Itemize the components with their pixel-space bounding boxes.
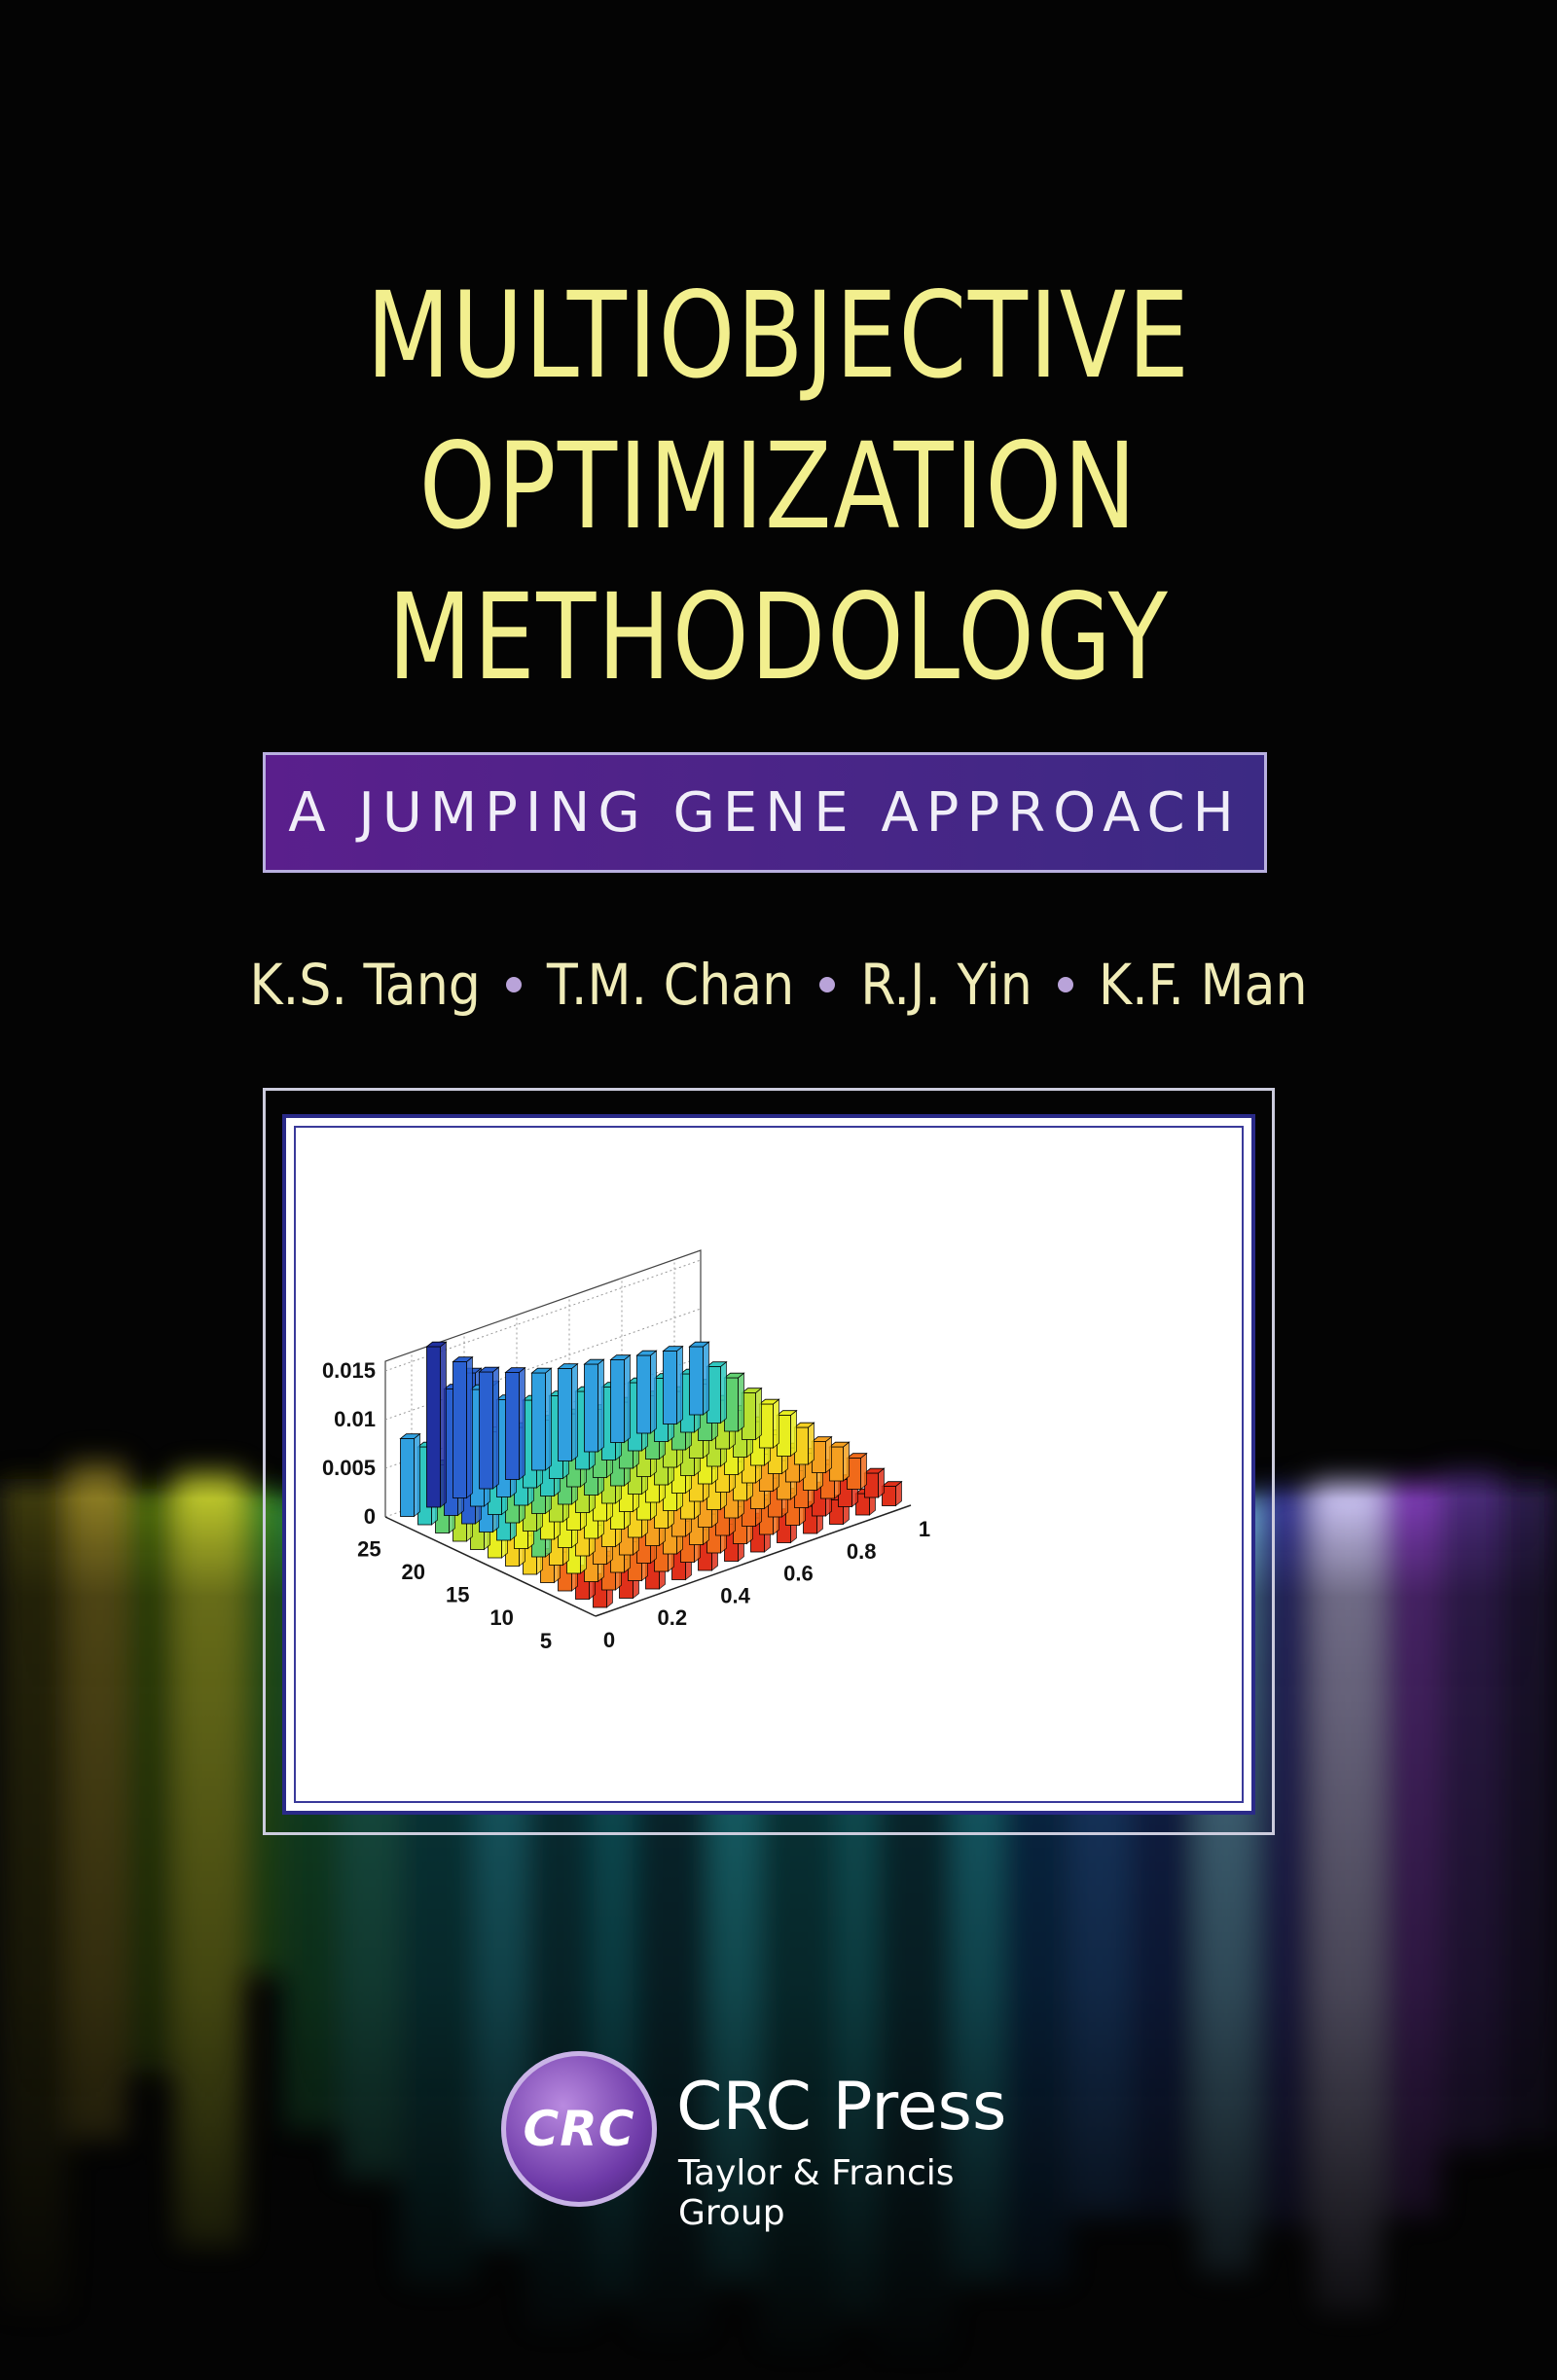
gridline xyxy=(384,1259,702,1372)
bar-top xyxy=(504,1367,526,1373)
bar-side xyxy=(703,1341,709,1416)
publisher-name: CRC Press xyxy=(676,2069,1007,2146)
bar-top xyxy=(741,1388,763,1393)
author-4: K.F. Man xyxy=(1098,952,1308,1018)
bar xyxy=(531,1372,546,1471)
back-wall-frame xyxy=(384,1249,702,1517)
bar-top xyxy=(846,1453,868,1459)
x-tick-label: 20 xyxy=(402,1560,425,1584)
bar-side xyxy=(790,1409,797,1458)
bar-top xyxy=(688,1341,710,1348)
y-axis-line xyxy=(595,1504,912,1617)
bar xyxy=(663,1351,677,1424)
bar xyxy=(636,1354,651,1434)
bar-top xyxy=(452,1356,474,1362)
bar-top xyxy=(583,1358,605,1365)
z-tick-label: 0.01 xyxy=(334,1407,376,1431)
bar xyxy=(400,1438,415,1517)
x-axis-line xyxy=(384,1516,597,1617)
bullet-icon xyxy=(505,977,522,992)
bar-top xyxy=(776,1410,798,1416)
bar-side xyxy=(571,1362,578,1462)
bullet-icon xyxy=(819,977,836,992)
title-line-1: MULTIOBJECTIVE xyxy=(366,267,1191,405)
subtitle-banner: A JUMPING GENE APPROACH xyxy=(263,752,1267,873)
z-tick-label: 0.005 xyxy=(322,1456,376,1480)
figure-panel: 0 0.005 0.01 0.015 25 20 15 10 5 0 0.2 0.4 0.6 0.8 1 xyxy=(282,1114,1255,1815)
bar xyxy=(689,1346,704,1416)
bar-side xyxy=(492,1366,499,1490)
subtitle: A JUMPING GENE APPROACH xyxy=(288,780,1242,845)
bar-top xyxy=(723,1372,745,1379)
bar-top xyxy=(399,1433,421,1439)
bar-side xyxy=(720,1360,727,1424)
bar3d-chart: 0 0.005 0.01 0.015 25 20 15 10 5 0 0.2 0.4 0.6 0.8 1 xyxy=(322,1249,930,1653)
bar-side xyxy=(773,1398,779,1449)
bar-side xyxy=(808,1422,815,1465)
bar-top xyxy=(758,1398,780,1405)
figure-outer-frame xyxy=(263,1088,1275,1835)
bar-top xyxy=(530,1367,553,1374)
bar-top xyxy=(662,1346,684,1352)
bar xyxy=(558,1368,572,1461)
bullet-icon xyxy=(1057,977,1073,992)
bar-side xyxy=(860,1452,867,1491)
author-2: T.M. Chan xyxy=(546,952,795,1018)
title-line-2: OPTIMIZATION xyxy=(418,417,1139,556)
bar-top xyxy=(557,1363,579,1369)
x-tick-label: 5 xyxy=(540,1629,552,1653)
bar xyxy=(479,1371,493,1490)
y-tick-label: 0.4 xyxy=(720,1583,750,1607)
bar xyxy=(505,1372,520,1480)
bar-top xyxy=(793,1422,815,1428)
z-tick-label: 0.015 xyxy=(322,1358,376,1383)
bar-top xyxy=(863,1467,886,1474)
bar xyxy=(453,1361,467,1498)
figure-inner-border xyxy=(294,1126,1244,1803)
book-title: MULTIOBJECTIVE OPTIMIZATION METHODOLOGY xyxy=(0,261,1557,713)
bar-side xyxy=(414,1432,420,1518)
x-tick-label: 25 xyxy=(357,1537,380,1562)
bar-top xyxy=(828,1441,851,1448)
y-tick-label: 0.8 xyxy=(847,1539,877,1564)
y-tick-label: 1 xyxy=(919,1517,930,1541)
gridline xyxy=(384,1308,702,1421)
x-tick-label: 15 xyxy=(446,1583,469,1607)
bar-side xyxy=(545,1367,552,1471)
bar-side xyxy=(440,1341,447,1508)
bar-side xyxy=(650,1350,657,1434)
bar-top xyxy=(609,1354,632,1360)
z-tick-label: 0 xyxy=(364,1504,376,1529)
y-tick-label: 0.6 xyxy=(783,1562,814,1586)
bar-top xyxy=(706,1361,728,1367)
bar-side xyxy=(597,1358,604,1453)
bar-side xyxy=(624,1353,631,1444)
publisher-block: CRC CRC Press Taylor & Francis Group xyxy=(501,2051,1046,2236)
bar-top xyxy=(478,1366,500,1373)
bar-top xyxy=(635,1350,658,1356)
bar-side xyxy=(466,1355,473,1499)
author-list: K.S. Tang T.M. Chan R.J. Yin K.F. Man xyxy=(0,952,1557,1018)
bar-side xyxy=(738,1372,744,1432)
y-tick-label: 0.2 xyxy=(658,1605,688,1630)
bar-side xyxy=(825,1435,832,1474)
x-tick-label: 10 xyxy=(489,1605,513,1630)
crc-logo: CRC xyxy=(501,2051,657,2207)
bar xyxy=(426,1346,441,1508)
bar-side xyxy=(519,1366,525,1481)
publisher-group: Taylor & Francis Group xyxy=(678,2153,955,2233)
bar-top xyxy=(881,1481,903,1487)
bar xyxy=(584,1363,598,1453)
bar-top xyxy=(425,1341,448,1348)
bar-side xyxy=(843,1441,850,1482)
bar-top xyxy=(811,1436,833,1442)
title-line-3: METHODOLOGY xyxy=(387,568,1170,706)
bar-side xyxy=(755,1387,762,1441)
author-1: K.S. Tang xyxy=(249,952,481,1018)
y-tick-label: 0 xyxy=(603,1628,615,1652)
bar-side xyxy=(676,1345,683,1425)
author-3: R.J. Yin xyxy=(860,952,1032,1018)
bar xyxy=(610,1359,625,1443)
